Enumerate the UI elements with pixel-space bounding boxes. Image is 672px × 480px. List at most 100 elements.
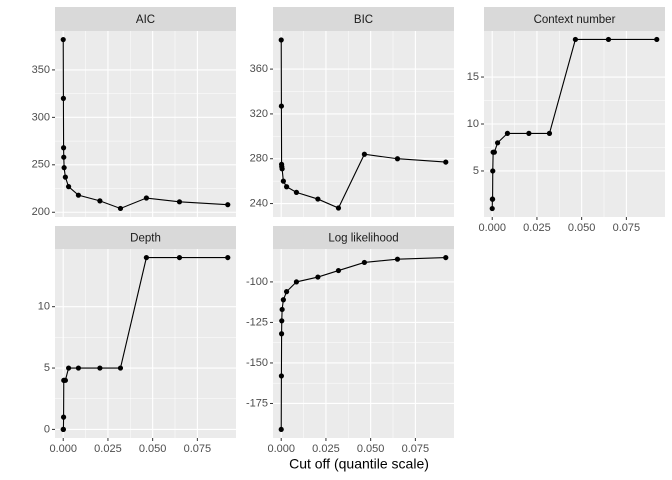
- point: [97, 365, 103, 371]
- point: [60, 145, 67, 151]
- point: [572, 36, 578, 43]
- point: [279, 318, 285, 324]
- point: [293, 189, 300, 195]
- y-tick-label: -125: [246, 316, 268, 328]
- point: [225, 254, 231, 261]
- point: [143, 195, 149, 201]
- strip-title: BIC: [354, 14, 373, 26]
- x-tick-label: 0.025: [94, 443, 122, 455]
- point: [315, 196, 321, 202]
- point: [605, 36, 612, 43]
- point: [546, 130, 553, 136]
- x-tick-label: 0.075: [613, 222, 641, 234]
- y-tick-label: 200: [32, 206, 50, 218]
- y-tick-label: 350: [32, 64, 50, 76]
- point: [60, 414, 67, 420]
- point: [97, 198, 103, 204]
- x-tick-label: 0.050: [568, 222, 596, 234]
- strip-title: Context number: [534, 14, 616, 26]
- point: [143, 254, 149, 261]
- point: [117, 365, 124, 371]
- point: [278, 373, 285, 379]
- point: [490, 168, 496, 174]
- point: [278, 37, 284, 43]
- y-tick-label: -100: [246, 276, 268, 288]
- x-tick-label: 0.050: [357, 443, 385, 455]
- y-tick-label: -175: [246, 397, 268, 409]
- point: [283, 184, 290, 190]
- point: [280, 178, 286, 184]
- strip-background: [273, 226, 454, 249]
- point: [278, 103, 285, 109]
- point: [65, 365, 72, 371]
- y-tick-label: 5: [44, 362, 50, 374]
- point: [361, 259, 367, 266]
- point: [62, 174, 68, 180]
- point: [278, 331, 285, 337]
- point: [526, 130, 532, 136]
- x-tick-label: 0.000: [478, 222, 506, 234]
- point: [315, 274, 321, 280]
- point: [61, 154, 67, 160]
- panel-background: [273, 249, 454, 438]
- y-tick-label: 280: [250, 153, 268, 165]
- strip-background: [55, 226, 236, 249]
- x-tick-label: 0.025: [312, 443, 340, 455]
- strip-background: [55, 7, 236, 31]
- point: [60, 36, 66, 43]
- point: [225, 202, 231, 208]
- x-tick-label: 0.000: [267, 443, 295, 455]
- point: [443, 254, 449, 261]
- y-tick-label: -150: [246, 357, 268, 369]
- x-tick-label: 0.050: [139, 443, 167, 455]
- point: [61, 165, 67, 171]
- point: [335, 267, 342, 274]
- point: [394, 156, 401, 162]
- point: [60, 95, 67, 101]
- x-tick-label: 0.075: [184, 443, 212, 455]
- strip-background: [273, 7, 454, 31]
- x-tick-label: 0.075: [402, 443, 430, 455]
- point: [293, 279, 300, 285]
- x-tick-label: 0.000: [49, 443, 77, 455]
- panel-background: [273, 31, 454, 217]
- point: [504, 130, 511, 136]
- point: [489, 196, 496, 202]
- point: [75, 192, 82, 198]
- y-tick-label: 0: [44, 423, 50, 435]
- y-tick-label: 5: [473, 165, 479, 177]
- point: [394, 256, 401, 262]
- point: [176, 199, 183, 205]
- y-tick-label: 320: [250, 108, 268, 120]
- strip-title: AIC: [136, 14, 155, 26]
- y-tick-label: 15: [467, 71, 479, 83]
- y-tick-label: 240: [250, 197, 268, 209]
- strip-title: Depth: [130, 233, 161, 245]
- x-axis-label: Cut off (quantile scale): [289, 456, 429, 472]
- point: [278, 426, 284, 433]
- panel-background: [55, 31, 236, 217]
- y-tick-label: 360: [250, 63, 268, 75]
- y-tick-label: 300: [32, 111, 50, 123]
- point: [60, 426, 67, 433]
- point: [361, 151, 367, 157]
- point: [283, 289, 290, 295]
- y-tick-label: 10: [38, 301, 50, 313]
- point: [279, 306, 285, 313]
- point: [443, 159, 449, 165]
- x-tick-label: 0.025: [523, 222, 551, 234]
- point: [62, 377, 68, 383]
- y-tick-label: 10: [467, 118, 479, 130]
- y-tick-label: 250: [32, 159, 50, 171]
- point: [489, 205, 495, 212]
- point: [491, 149, 497, 155]
- point: [65, 184, 72, 190]
- panel-background: [55, 249, 236, 438]
- point: [654, 36, 660, 43]
- point: [494, 140, 501, 146]
- point: [75, 365, 82, 371]
- point: [176, 254, 183, 261]
- point: [117, 205, 124, 212]
- point: [279, 166, 285, 172]
